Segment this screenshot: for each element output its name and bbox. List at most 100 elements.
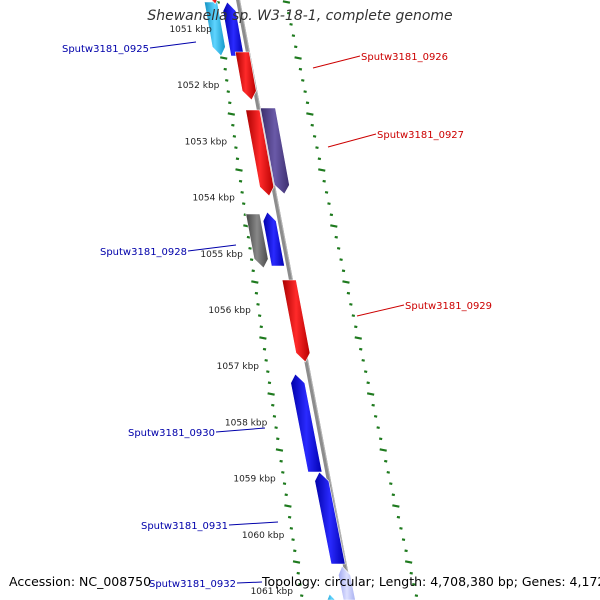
minor-tick	[305, 101, 310, 105]
minor-tick	[289, 23, 293, 26]
minor-tick	[376, 426, 380, 429]
minor-tick	[373, 415, 378, 418]
minor-tick	[282, 482, 287, 485]
minor-tick	[299, 594, 304, 597]
gene-arrow	[325, 593, 338, 600]
minor-tick	[386, 471, 390, 474]
minor-tick	[351, 314, 356, 317]
minor-tick	[284, 493, 288, 497]
minor-tick	[238, 179, 243, 183]
minor-tick	[234, 146, 238, 149]
minor-tick	[291, 538, 295, 541]
major-tick	[318, 168, 326, 172]
major-tick	[330, 224, 338, 228]
minor-tick	[303, 90, 307, 93]
minor-tick	[225, 79, 229, 82]
inner-tick-ring	[212, 0, 304, 597]
minor-tick	[363, 370, 368, 373]
gene-label: Sputw3181_0928	[100, 247, 187, 258]
minor-tick	[349, 303, 353, 306]
minor-tick	[226, 90, 230, 93]
kbp-label: 1053 kbp	[185, 137, 228, 147]
minor-tick	[240, 191, 244, 194]
major-tick	[292, 560, 301, 564]
gene-arrow	[222, 1, 245, 57]
minor-tick	[296, 571, 300, 575]
tick-layer	[212, 0, 419, 597]
kbp-label: 1052 kbp	[177, 81, 220, 91]
minor-tick	[248, 247, 252, 250]
minor-tick	[389, 482, 393, 485]
major-tick	[392, 504, 400, 508]
major-tick	[284, 504, 292, 508]
minor-tick	[341, 269, 346, 273]
minor-tick	[346, 291, 351, 295]
kbp-label: 1057 kbp	[217, 362, 260, 372]
major-tick	[275, 448, 284, 452]
minor-tick	[310, 123, 314, 127]
gene-arrow	[211, 0, 218, 5]
minor-tick	[279, 459, 283, 463]
gene-label: Sputw3181_0927	[377, 130, 464, 141]
major-tick	[404, 560, 413, 564]
major-tick	[366, 392, 375, 396]
major-tick	[220, 56, 228, 60]
gene-leader-line	[312, 55, 361, 69]
gene-leader-line	[236, 581, 263, 584]
kbp-label: 1059 kbp	[233, 475, 276, 485]
minor-tick	[287, 11, 291, 15]
minor-tick	[298, 583, 302, 586]
minor-tick	[257, 314, 262, 317]
minor-tick	[264, 359, 268, 362]
minor-tick	[262, 347, 267, 351]
minor-tick	[246, 235, 251, 239]
minor-tick	[301, 79, 305, 82]
minor-tick	[276, 437, 280, 441]
major-tick	[282, 0, 291, 4]
gene-label: Sputw3181_0929	[405, 301, 492, 312]
gene-arrow	[281, 279, 311, 363]
minor-tick	[399, 527, 403, 530]
gene-label: Sputw3181_0926	[361, 52, 448, 63]
gene-leader-line	[228, 521, 279, 526]
gene-label: Sputw3181_0925	[62, 44, 149, 55]
minor-tick	[315, 146, 319, 149]
minor-tick	[298, 67, 303, 71]
minor-tick	[281, 471, 285, 474]
minor-tick	[312, 135, 317, 138]
genome-summary: Topology: circular; Length: 4,708,380 bp…	[262, 574, 600, 589]
outer-tick-ring	[282, 0, 419, 597]
major-tick	[267, 392, 275, 396]
minor-tick	[251, 269, 255, 273]
major-tick	[251, 280, 259, 284]
minor-tick	[414, 594, 419, 597]
gene-arrow	[245, 213, 269, 269]
kbp-label: 1056 kbp	[208, 306, 251, 316]
gene-arrow	[234, 51, 257, 101]
minor-tick	[291, 34, 296, 37]
minor-tick	[327, 202, 331, 205]
minor-tick	[267, 381, 272, 385]
minor-tick	[384, 459, 388, 463]
accession-label: Accession: NC_008750	[9, 574, 152, 589]
minor-tick	[354, 325, 358, 329]
minor-tick	[409, 571, 413, 575]
minor-tick	[274, 426, 278, 429]
gene-leader-line	[149, 41, 197, 49]
gene-label: Sputw3181_0930	[128, 428, 215, 439]
minor-tick	[293, 549, 297, 553]
major-tick	[306, 112, 314, 116]
minor-tick	[231, 123, 235, 127]
map-title: Shewanella sp. W3-18-1, complete genome	[147, 8, 453, 24]
kbp-label: 1058 kbp	[225, 418, 268, 428]
minor-tick	[339, 258, 343, 261]
minor-tick	[254, 291, 259, 295]
gene-leader-line	[327, 133, 377, 148]
minor-tick	[259, 325, 263, 329]
minor-tick	[378, 437, 383, 441]
kbp-label: 1051 kbp	[169, 25, 212, 35]
gene-arrow	[338, 565, 356, 600]
gene-leader-line	[215, 427, 266, 433]
gene-layer	[203, 0, 356, 600]
